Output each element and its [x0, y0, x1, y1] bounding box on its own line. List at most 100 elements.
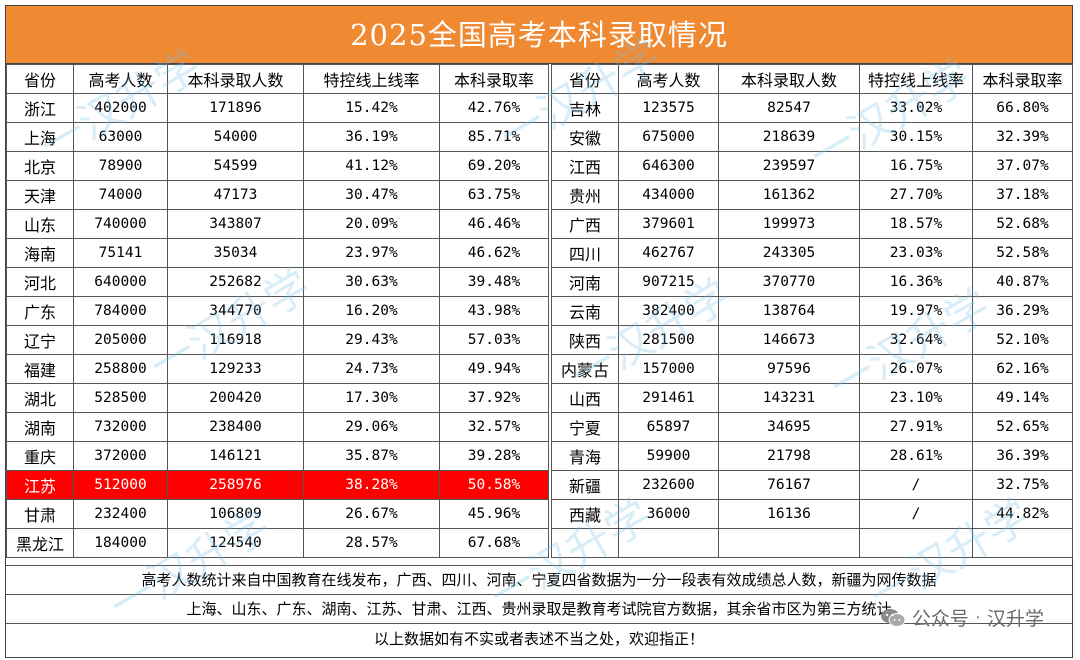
cell-admitted-count: 129233	[167, 354, 304, 384]
cell-province: 重庆	[6, 441, 74, 471]
cell-exam-count: 291461	[618, 383, 719, 413]
cell-admitted-count: 116918	[167, 325, 304, 355]
cell-exam-count: 78900	[73, 151, 168, 181]
note-correction: 以上数据如有不实或者表述不当之处，欢迎指正！	[6, 623, 1072, 656]
cell-special-rate: 23.97%	[303, 238, 440, 268]
cell-special-rate: 41.12%	[303, 151, 440, 181]
cell-admit-rate: 36.29%	[972, 296, 1073, 326]
table-row: 北京 78900 54599 41.12% 69.20% 江西 646300 239597 16…	[6, 151, 1073, 181]
cell-special-rate: /	[859, 470, 973, 500]
cell-special-rate: 29.43%	[303, 325, 440, 355]
cell-exam-count: 232400	[73, 499, 168, 529]
cell-province: 海南	[6, 238, 74, 268]
cell-province: 吉林	[551, 93, 619, 123]
cell-special-rate: 18.57%	[859, 209, 973, 239]
cell-admitted-count: 258976	[167, 470, 304, 500]
column-header: 省份	[551, 64, 619, 94]
cell-admitted-count: 47173	[167, 180, 304, 210]
column-header: 本科录取率	[972, 64, 1073, 94]
cell-admit-rate: 40.87%	[972, 267, 1073, 297]
cell-exam-count: 205000	[73, 325, 168, 355]
column-header: 特控线上线率	[859, 64, 973, 94]
cell-admitted-count: 97596	[718, 354, 860, 384]
cell-admitted-count: 239597	[718, 151, 860, 181]
cell-special-rate: 19.97%	[859, 296, 973, 326]
brand-separator: ·	[974, 606, 981, 629]
cell-special-rate: 26.67%	[303, 499, 440, 529]
cell-admitted-count: 54000	[167, 122, 304, 152]
cell-admitted-count: 138764	[718, 296, 860, 326]
cell-exam-count: 232600	[618, 470, 719, 500]
cell-exam-count: 65897	[618, 412, 719, 442]
cell-province: 宁夏	[551, 412, 619, 442]
brand-platform: 公众号	[911, 608, 969, 630]
cell-province: 广西	[551, 209, 619, 239]
cell-admit-rate: 85.71%	[439, 122, 549, 152]
cell-admit-rate: 46.46%	[439, 209, 549, 239]
table-row: 海南 75141 35034 23.97% 46.62% 四川 462767 243305 23…	[6, 238, 1073, 268]
cell-exam-count: 784000	[73, 296, 168, 326]
cell-exam-count: 402000	[73, 93, 168, 123]
cell-province: 青海	[551, 441, 619, 471]
cell-province: 四川	[551, 238, 619, 268]
cell-admit-rate: 57.03%	[439, 325, 549, 355]
cell-special-rate: 32.64%	[859, 325, 973, 355]
table-row: 湖北 528500 200420 17.30% 37.92% 山西 291461 143231…	[6, 383, 1073, 413]
cell-admitted-count: 76167	[718, 470, 860, 500]
cell-admitted-count: 370770	[718, 267, 860, 297]
cell-admit-rate: 36.39%	[972, 441, 1073, 471]
cell-special-rate: 26.07%	[859, 354, 973, 384]
cell-province: 福建	[6, 354, 74, 384]
cell-special-rate: 30.47%	[303, 180, 440, 210]
cell-special-rate: 16.75%	[859, 151, 973, 181]
cell-province: 黑龙江	[6, 528, 74, 558]
cell-exam-count: 732000	[73, 412, 168, 442]
cell-special-rate: 28.61%	[859, 441, 973, 471]
table-row: 江苏 512000 258976 38.28% 50.58% 新疆 232600 76167/…	[6, 470, 1073, 500]
brand-mark: 公众号 · 汉升学	[880, 604, 1044, 631]
cell-admit-rate: 52.58%	[972, 238, 1073, 268]
table-row: 重庆 372000 146121 35.87% 39.28% 青海 59900 21798 28…	[6, 441, 1073, 471]
cell-admitted-count: 252682	[167, 267, 304, 297]
header-row: 省份 高考人数 本科录取人数 特控线上线率 本科录取率 省份 高考人数 本科录取人数 特控线上线…	[6, 64, 1073, 94]
cell-exam-count: 512000	[73, 470, 168, 500]
cell-special-rate: 24.73%	[303, 354, 440, 384]
cell-exam-count: 740000	[73, 209, 168, 239]
cell-special-rate: 17.30%	[303, 383, 440, 413]
cell-exam-count: 123575	[618, 93, 719, 123]
cell-admit-rate: 52.68%	[972, 209, 1073, 239]
cell-special-rate: 33.02%	[859, 93, 973, 123]
cell-admit-rate: 46.62%	[439, 238, 549, 268]
cell-province: 内蒙古	[551, 354, 619, 384]
cell-special-rate: 20.09%	[303, 209, 440, 239]
cell-exam-count: 675000	[618, 122, 719, 152]
cell-special-rate: 23.10%	[859, 383, 973, 413]
cell-province: 天津	[6, 180, 74, 210]
table-row: 黑龙江 184000 124540 28.57% 67.68%	[6, 528, 1073, 558]
cell-province: 江西	[551, 151, 619, 181]
cell-admitted-count: 343807	[167, 209, 304, 239]
cell-special-rate: 35.87%	[303, 441, 440, 471]
cell-province: 浙江	[6, 93, 74, 123]
cell-province: 河北	[6, 267, 74, 297]
table-frame	[5, 5, 1073, 658]
cell-province	[551, 528, 619, 558]
cell-special-rate: 36.19%	[303, 122, 440, 152]
cell-province: 新疆	[551, 470, 619, 500]
table-row: 广东 784000 344770 16.20% 43.98% 云南 382400 138764…	[6, 296, 1073, 326]
cell-admit-rate: 37.07%	[972, 151, 1073, 181]
table-row: 河北 640000 252682 30.63% 39.48% 河南 907215 370770…	[6, 267, 1073, 297]
cell-exam-count: 382400	[618, 296, 719, 326]
cell-exam-count: 74000	[73, 180, 168, 210]
column-header: 本科录取人数	[718, 64, 860, 94]
cell-special-rate: 16.36%	[859, 267, 973, 297]
cell-exam-count: 528500	[73, 383, 168, 413]
cell-exam-count	[618, 528, 719, 558]
cell-admit-rate: 32.57%	[439, 412, 549, 442]
cell-admit-rate: 52.10%	[972, 325, 1073, 355]
cell-admit-rate: 63.75%	[439, 180, 549, 210]
cell-admitted-count	[718, 528, 860, 558]
notes-section: 高考人数统计来自中国教育在线发布，广西、四川、河南、宁夏四省数据为一分一段表有效…	[6, 565, 1072, 656]
table-row: 辽宁 205000 116918 29.43% 57.03% 陕西 281500 146673…	[6, 325, 1073, 355]
cell-admit-rate: 32.39%	[972, 122, 1073, 152]
